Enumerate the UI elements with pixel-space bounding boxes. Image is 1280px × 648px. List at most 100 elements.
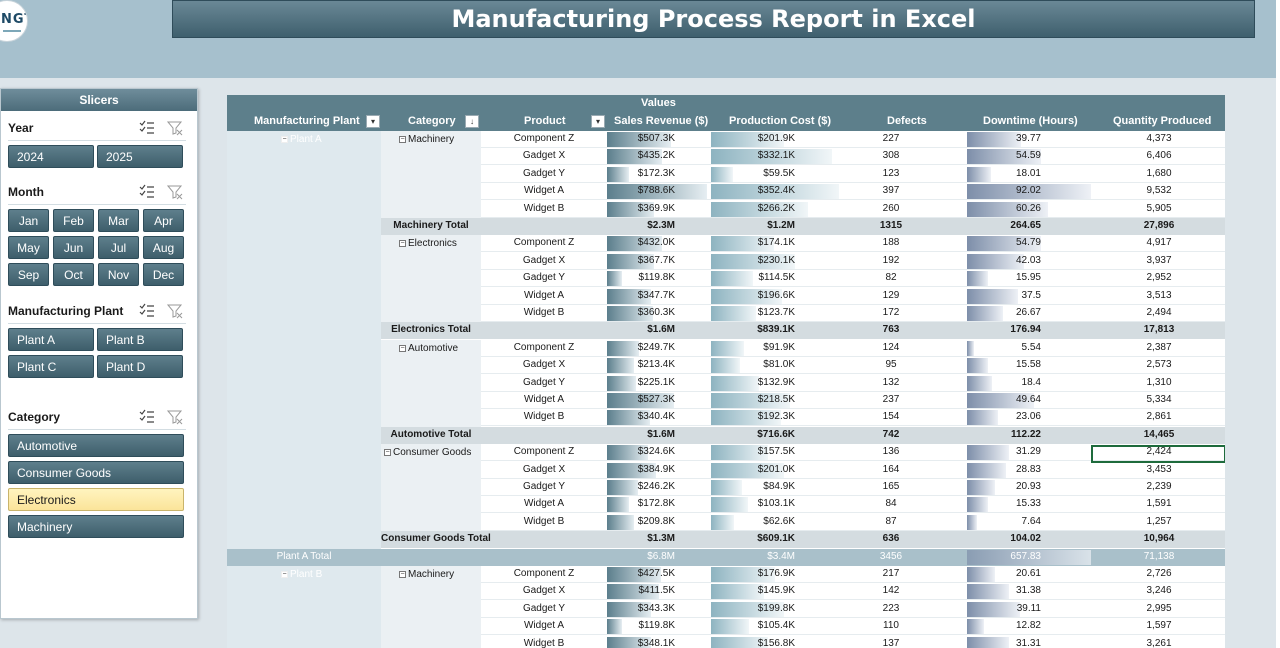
month-button-nov[interactable]: Nov: [98, 263, 139, 286]
defects-cell: 188: [882, 237, 900, 249]
cost-cell: $230.1K: [757, 254, 795, 266]
clear-filter-icon[interactable]: [167, 120, 183, 136]
category-label[interactable]: − Electronics: [399, 238, 457, 249]
collapse-icon[interactable]: −: [399, 240, 406, 248]
category-label[interactable]: − Automotive: [399, 343, 458, 354]
category-label[interactable]: − Consumer Goods: [384, 447, 471, 458]
year-button-2025[interactable]: 2025: [97, 145, 183, 168]
collapse-icon[interactable]: −: [399, 344, 406, 352]
cost-cell: $81.0K: [763, 359, 795, 371]
downtime-cell: 5.54: [1021, 341, 1041, 353]
subtotal-label: Consumer Goods Total: [381, 533, 491, 545]
table-row: Widget B $209.8K $62.6K 87 7.64 1,257: [481, 514, 1225, 531]
subtotal-sales: $1.6M: [647, 428, 675, 440]
quantity-cell: 2,424: [1146, 446, 1172, 458]
category-label[interactable]: − Machinery: [399, 134, 454, 145]
defects-cell: 260: [882, 202, 900, 214]
defects-cell: 129: [882, 289, 900, 301]
cost-cell: $174.1K: [757, 237, 795, 249]
slicer-panel-title: Slicers: [1, 89, 197, 111]
plant-button-plant-a[interactable]: Plant A: [8, 328, 94, 351]
col-header-cost: Production Cost ($): [729, 115, 832, 127]
sales-databar: [607, 306, 653, 321]
month-button-sep[interactable]: Sep: [8, 263, 49, 286]
quantity-cell: 1,310: [1146, 376, 1172, 388]
plant-button-plant-c[interactable]: Plant C: [8, 355, 94, 378]
table-row: Widget A $119.8K $105.4K 110 12.82 1,597: [481, 618, 1225, 636]
downtime-databar: [967, 358, 988, 374]
collapse-icon[interactable]: −: [399, 136, 406, 143]
plant-label[interactable]: − Plant B: [281, 569, 322, 580]
cost-databar: [711, 584, 764, 600]
pivot-values-header: Values: [227, 95, 1225, 113]
product-cell: Gadget Y: [522, 376, 566, 388]
category-button-electronics[interactable]: Electronics: [8, 488, 184, 511]
defects-cell: 164: [882, 463, 900, 475]
month-button-dec[interactable]: Dec: [143, 263, 184, 286]
cost-cell: $352.4K: [757, 185, 795, 197]
plant-button-plant-d[interactable]: Plant D: [97, 355, 183, 378]
clear-filter-icon[interactable]: [167, 303, 183, 319]
category-button-consumer-goods[interactable]: Consumer Goods: [8, 461, 184, 484]
month-button-jan[interactable]: Jan: [8, 209, 49, 232]
month-button-apr[interactable]: Apr: [143, 209, 184, 232]
plant-button-plant-b[interactable]: Plant B: [97, 328, 183, 351]
subtotal-label: Electronics Total: [391, 324, 471, 336]
month-button-mar[interactable]: Mar: [98, 209, 139, 232]
downtime-cell: 54.79: [1015, 237, 1041, 249]
table-row: Widget A $172.8K $103.1K 84 15.33 1,591: [481, 496, 1225, 514]
product-cell: Gadget X: [522, 254, 566, 266]
table-row: Component Z $427.5K $176.9K 217 20.61 2,726: [481, 566, 1225, 583]
sales-databar: [607, 619, 623, 635]
plant-total-quantity: 71,138: [1143, 550, 1175, 562]
year-slicer-title: Year: [8, 121, 34, 135]
col-header-sales: Sales Revenue ($): [614, 115, 709, 127]
category-label[interactable]: − Machinery: [399, 569, 454, 580]
defects-cell: 142: [882, 585, 900, 597]
logo-text: NGT: [1, 12, 27, 27]
filter-dropdown-plant[interactable]: ▾: [366, 115, 380, 128]
subtotal-label: Automotive Total: [390, 428, 472, 440]
collapse-icon[interactable]: −: [281, 136, 288, 143]
sales-databar: [607, 253, 654, 269]
product-cell: Component Z: [513, 446, 575, 458]
cost-cell: $157.5K: [757, 446, 795, 458]
month-button-oct[interactable]: Oct: [53, 263, 94, 286]
month-button-aug[interactable]: Aug: [143, 236, 184, 259]
sales-databar: [607, 601, 651, 617]
quantity-cell: 2,387: [1146, 341, 1172, 353]
multi-select-icon[interactable]: [139, 409, 155, 425]
category-button-automotive[interactable]: Automotive: [8, 434, 184, 457]
collapse-icon[interactable]: −: [399, 571, 406, 578]
table-row: Gadget Y $172.3K $59.5K 123 18.01 1,680: [481, 166, 1225, 183]
plant-label[interactable]: − Plant A: [281, 134, 322, 145]
filter-dropdown-product[interactable]: ▾: [591, 115, 605, 128]
multi-select-icon[interactable]: [139, 120, 155, 136]
filter-dropdown-category[interactable]: ↓: [465, 115, 479, 128]
month-button-may[interactable]: May: [8, 236, 49, 259]
subtotal-cost: $1.2M: [767, 220, 795, 231]
sales-databar: [607, 480, 639, 495]
sales-cell: $119.8K: [638, 620, 675, 632]
collapse-icon[interactable]: −: [384, 449, 391, 457]
month-button-jun[interactable]: Jun: [53, 236, 94, 259]
clear-filter-icon[interactable]: [167, 409, 183, 425]
downtime-cell: 49.64: [1015, 394, 1041, 405]
cost-cell: $201.9K: [757, 133, 795, 144]
subtotal-sales: $2.3M: [647, 220, 675, 231]
multi-select-icon[interactable]: [139, 303, 155, 319]
year-button-2024[interactable]: 2024: [8, 145, 94, 168]
month-button-feb[interactable]: Feb: [53, 209, 94, 232]
clear-filter-icon[interactable]: [167, 184, 183, 200]
category-name: Machinery: [408, 569, 455, 580]
defects-cell: 308: [882, 150, 900, 162]
month-button-jul[interactable]: Jul: [98, 236, 139, 259]
subtotal-defects: 1315: [879, 220, 903, 231]
collapse-icon[interactable]: −: [281, 571, 288, 578]
category-button-machinery[interactable]: Machinery: [8, 515, 184, 538]
cost-databar: [711, 340, 745, 356]
defects-cell: 137: [882, 637, 900, 648]
multi-select-icon[interactable]: [139, 184, 155, 200]
downtime-cell: 39.77: [1015, 133, 1041, 144]
category-slicer-title: Category: [8, 410, 61, 424]
